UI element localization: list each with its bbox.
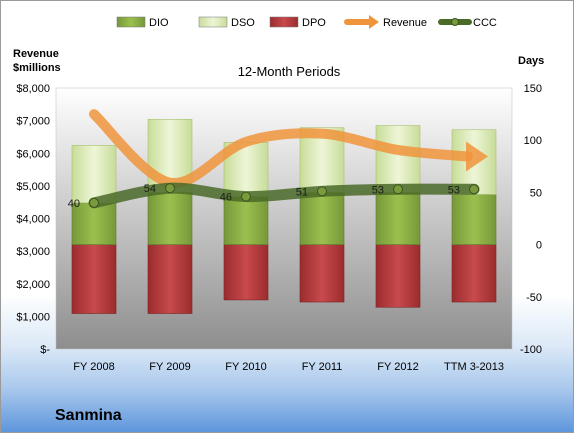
left-tick-label: $5,000	[16, 181, 50, 193]
legend-label: Revenue	[383, 17, 427, 29]
dpo-bar	[299, 244, 345, 303]
left-axis-label-line2: $millions	[13, 62, 61, 74]
ccc-marker	[393, 184, 403, 195]
ccc-data-label: 51	[296, 186, 308, 198]
dio-bar	[451, 194, 497, 245]
dpo-bar	[375, 244, 421, 308]
left-axis-label-line1: Revenue	[13, 48, 59, 60]
lines: 40 54 46 51 53 53	[68, 109, 488, 210]
ccc-marker	[241, 191, 251, 202]
x-tick-label: FY 2008	[73, 361, 114, 373]
plot-area	[55, 87, 513, 350]
right-axis-label: Days	[518, 55, 544, 67]
x-axis-ticks: FY 2008 FY 2009 FY 2010 FY 2011 FY 2012 TTM 3…	[73, 361, 504, 373]
chart-title: 12-Month Periods	[238, 64, 341, 79]
ccc-data-label: 53	[372, 184, 384, 196]
legend-dio-swatch	[116, 16, 146, 28]
ccc-data-label: 46	[220, 192, 232, 204]
dso-bar	[375, 125, 421, 193]
right-tick-label: -100	[520, 344, 542, 356]
left-tick-label: $6,000	[16, 148, 50, 160]
left-tick-label: $8,000	[16, 83, 50, 95]
dpo-bar	[71, 244, 117, 314]
ccc-data-label: 53	[448, 184, 460, 196]
right-tick-label: 50	[530, 187, 542, 199]
x-tick-label: FY 2009	[149, 361, 190, 373]
ccc-marker	[317, 186, 327, 197]
legend-label: DSO	[231, 17, 255, 29]
legend-label: DPO	[302, 17, 326, 29]
revenue-line	[89, 109, 473, 188]
company-name: Sanmina	[55, 407, 122, 424]
ccc-line	[88, 182, 480, 209]
legend-revenue-arrowhead	[369, 15, 379, 29]
dio-bar	[375, 192, 421, 245]
legend-dpo-swatch	[269, 16, 299, 28]
ccc-data-label: 54	[144, 183, 156, 195]
x-tick-label: FY 2010	[225, 361, 266, 373]
left-tick-label: $2,000	[16, 279, 50, 291]
legend-label: DIO	[149, 17, 169, 29]
dio-bar	[71, 202, 117, 245]
legend: DIO DSO DPO Revenue CCC	[116, 15, 497, 29]
dio-bar	[147, 192, 193, 245]
left-tick-label: $3,000	[16, 246, 50, 258]
dpo-bar	[147, 244, 193, 314]
x-tick-label: TTM 3-2013	[444, 361, 504, 373]
dpo-bar	[451, 244, 497, 303]
ccc-marker	[165, 183, 175, 194]
right-axis-ticks: -100 -50 0 50 100 150	[520, 83, 542, 356]
right-tick-label: 0	[536, 240, 542, 252]
dio-bar	[299, 192, 345, 245]
left-axis-ticks: $- $1,000 $2,000 $3,000 $4,000 $5,000 $6,000 $7…	[16, 83, 50, 356]
left-tick-label: $1,000	[16, 311, 50, 323]
ccc-marker	[469, 184, 479, 195]
dso-bar	[71, 145, 117, 204]
legend-dso-swatch	[198, 16, 228, 28]
x-tick-label: FY 2012	[377, 361, 418, 373]
dpo-bar	[223, 244, 269, 301]
right-tick-label: 100	[524, 135, 542, 147]
right-tick-label: -50	[526, 292, 542, 304]
right-tick-label: 150	[524, 83, 542, 95]
revenue-arrowhead	[466, 141, 488, 172]
dio-bar	[223, 196, 269, 245]
ccc-data-label: 40	[68, 198, 80, 210]
left-tick-label: $-	[40, 344, 50, 356]
ccc-marker	[89, 197, 99, 208]
left-tick-label: $4,000	[16, 214, 50, 226]
legend-ccc-marker	[451, 18, 459, 26]
left-tick-label: $7,000	[16, 116, 50, 128]
legend-label: CCC	[473, 17, 497, 29]
x-tick-label: FY 2011	[302, 361, 343, 373]
